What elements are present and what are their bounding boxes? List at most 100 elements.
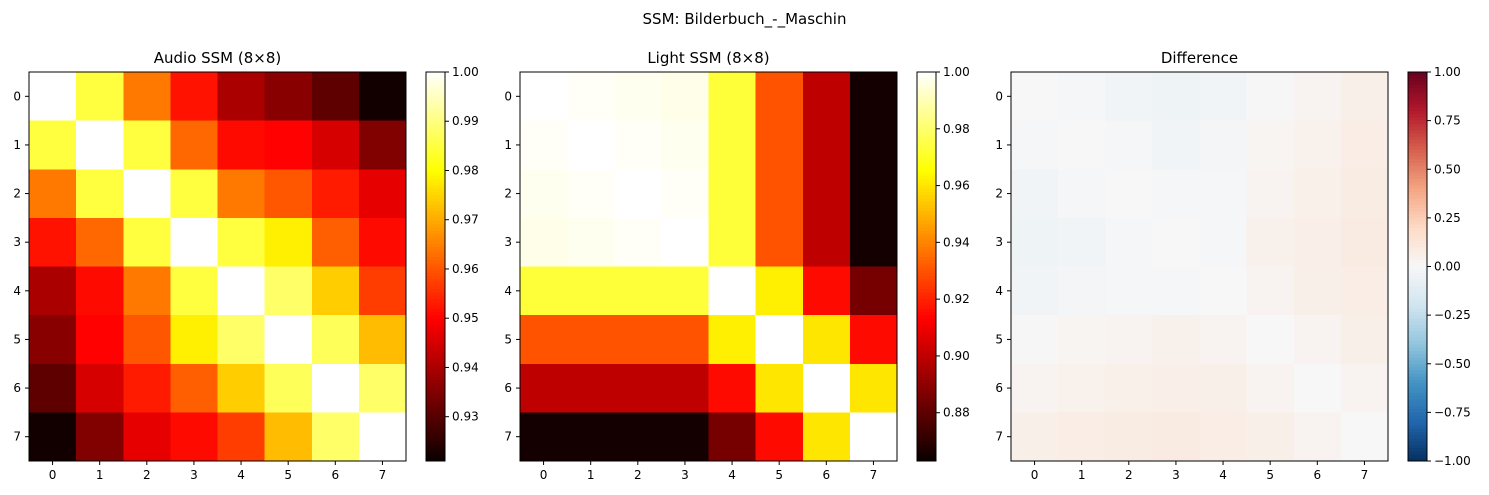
heatmap-cell <box>264 217 313 268</box>
colorbar-segment <box>426 162 445 167</box>
heatmap-cell <box>520 217 568 268</box>
heatmap-frame <box>519 71 898 462</box>
y-tick-label: 2 <box>504 187 512 201</box>
colorbar-segment <box>1408 211 1427 216</box>
y-tick-label: 1 <box>13 138 21 152</box>
heatmap-cell <box>661 266 710 316</box>
heatmap-cell <box>567 266 615 316</box>
heatmap-cell <box>1058 266 1106 316</box>
colorbar-segment <box>917 162 936 167</box>
colorbar-segment <box>426 94 445 99</box>
heatmap-cell <box>264 266 313 316</box>
heatmap-cell <box>1246 72 1295 122</box>
x-tick-label: 1 <box>96 468 104 482</box>
colorbar-segment <box>1408 360 1427 365</box>
colorbar-segment <box>1408 357 1427 362</box>
colorbar-segment <box>426 295 445 300</box>
colorbar-segment <box>1408 441 1427 446</box>
colorbar-segment <box>917 315 936 319</box>
colorbar-segment <box>1408 321 1427 326</box>
colorbar-segment <box>426 308 445 313</box>
colorbar-segment <box>917 130 936 135</box>
heatmap-cell <box>1152 120 1201 170</box>
y-tick-label: 4 <box>504 284 512 298</box>
heatmap-panel-2: Difference 0 1 2 3 4 5 6 7 0 1 2 3 4 5 6 7 −1.00 −0.75 −0.5… <box>995 49 1470 482</box>
colorbar-segment <box>917 123 936 128</box>
colorbar-segment <box>1408 285 1427 290</box>
colorbar-segment <box>426 211 445 216</box>
colorbar-segment <box>917 324 936 329</box>
y-tick-label: 3 <box>995 235 1003 249</box>
colorbar-1: 0.88 0.90 0.92 0.94 0.96 0.98 1.00 <box>916 65 970 462</box>
heatmap-cell <box>567 363 615 413</box>
colorbar-segment <box>426 360 445 365</box>
colorbar-segment <box>917 149 936 154</box>
colorbar-segment <box>426 373 445 378</box>
colorbar-segment <box>917 185 936 190</box>
heatmap-cell <box>123 266 171 316</box>
heatmap-cell <box>76 412 124 462</box>
y-tick-label: 5 <box>13 332 21 346</box>
colorbar-segment <box>426 328 445 332</box>
colorbar-tick-label: −0.25 <box>1434 308 1471 322</box>
heatmap-cell <box>217 120 266 170</box>
colorbar-segment <box>426 412 445 417</box>
colorbar-segment <box>426 214 445 219</box>
heatmap-cell <box>217 363 266 413</box>
x-tick-label: 2 <box>634 468 642 482</box>
colorbar-segment <box>426 448 445 452</box>
heatmap-cell <box>1011 72 1059 122</box>
colorbar-segment <box>1408 84 1427 89</box>
panel-title-1: Light SSM (8×8) <box>647 49 769 67</box>
colorbar-segment <box>1408 172 1427 177</box>
colorbar-segment <box>917 418 936 423</box>
heatmap-cells <box>1011 72 1389 462</box>
heatmap-cell <box>1058 169 1106 219</box>
colorbar-segment <box>426 91 445 96</box>
colorbar-segment <box>1408 448 1427 452</box>
colorbar-segment <box>426 370 445 375</box>
colorbar-segment <box>1408 130 1427 135</box>
heatmap-cell <box>217 412 266 462</box>
heatmap-cell <box>1340 412 1389 462</box>
colorbar-segment <box>1408 104 1427 109</box>
heatmap-cell <box>661 315 710 365</box>
colorbar-segment <box>1408 289 1427 294</box>
heatmap-cell <box>614 120 662 170</box>
x-tick-label: 6 <box>822 468 830 482</box>
colorbar-segment <box>426 217 445 222</box>
colorbar-segment <box>426 399 445 404</box>
colorbar-tick-label: 0.97 <box>452 213 479 227</box>
colorbar-segment <box>1408 263 1427 268</box>
colorbar-segment <box>917 204 936 209</box>
colorbar-segment <box>917 366 936 371</box>
heatmap-cell <box>1105 169 1153 219</box>
colorbar-segment <box>1408 350 1427 355</box>
heatmap-cell <box>708 217 757 268</box>
heatmap-cell <box>614 266 662 316</box>
colorbar-segment <box>917 104 936 109</box>
heatmap-cell <box>76 217 124 268</box>
colorbar-segment <box>917 370 936 375</box>
colorbar-segment <box>426 114 445 118</box>
colorbar-segment <box>426 422 445 426</box>
colorbar-segment <box>1408 227 1427 232</box>
colorbar-segment <box>1408 133 1427 138</box>
colorbar-segment <box>917 208 936 212</box>
colorbar-segment <box>917 321 936 326</box>
colorbar-segment <box>917 415 936 420</box>
colorbar-segment <box>1408 178 1427 183</box>
heatmap-cell <box>1058 72 1106 122</box>
colorbar-segment <box>1408 282 1427 287</box>
heatmap-cell <box>264 363 313 413</box>
colorbar-segment <box>917 247 936 251</box>
heatmap-cell <box>170 72 219 122</box>
colorbar-tick-label: 0.93 <box>452 410 479 424</box>
heatmap-cell <box>1199 217 1248 268</box>
heatmap-cell <box>708 363 757 413</box>
heatmap-cell <box>29 412 77 462</box>
y-tick-label: 5 <box>504 332 512 346</box>
colorbar-segment <box>1408 392 1427 397</box>
y-tick-label: 7 <box>995 430 1003 444</box>
colorbar-segment <box>917 272 936 277</box>
